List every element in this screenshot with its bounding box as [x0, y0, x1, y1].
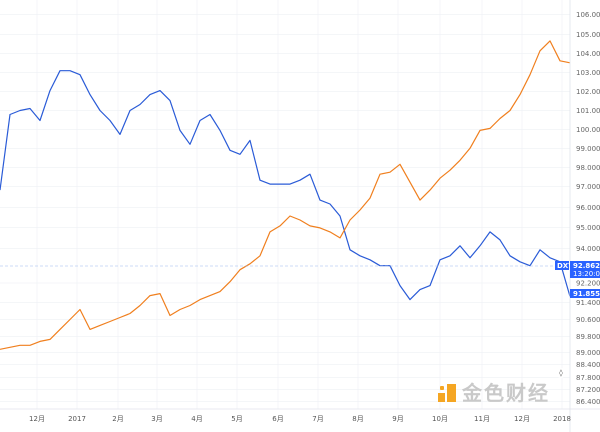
- y-tick-label: 88.400: [576, 361, 600, 369]
- x-tick-label: 5月: [231, 415, 242, 423]
- grid: [0, 0, 570, 409]
- current-price-badge: [570, 289, 600, 298]
- y-tick-label: 97.000: [576, 183, 600, 191]
- price-badge-time: 13:20:09: [573, 270, 600, 278]
- reset-scale-icon[interactable]: ◊: [556, 368, 566, 378]
- x-tick-label: 11月: [474, 415, 490, 423]
- y-tick-label: 102.000: [576, 88, 600, 96]
- y-tick-label: 106.000: [576, 11, 600, 19]
- y-tick-label: 95.000: [576, 224, 600, 232]
- series-2-line: [0, 40, 571, 350]
- price-badge-value: 92.862: [573, 262, 600, 270]
- series-layer: [0, 40, 571, 350]
- y-tick-label: 87.800: [576, 374, 600, 382]
- y-axis: 106.000 105.000 104.000 103.000 102.000 101.0…: [569, 0, 600, 432]
- x-tick-label: 2017: [68, 415, 86, 423]
- y-tick-label: 101.000: [576, 107, 600, 115]
- y-tick-label: 91.400: [576, 299, 600, 307]
- y-tick-label: 89.800: [576, 333, 600, 341]
- watermark-logo-icon: [438, 384, 456, 402]
- y-tick-label: 104.000: [576, 50, 600, 58]
- x-tick-label: 7月: [312, 415, 323, 423]
- y-tick-label: 86.400: [576, 398, 600, 406]
- x-axis: 12月 2017 2月 3月 4月 5月 6月 7月 8月 9月 10月 11月 12月 2018: [0, 408, 600, 423]
- x-tick-label: 12月: [514, 415, 530, 423]
- y-tick-label: 96.000: [576, 204, 600, 212]
- y-tick-label: 90.600: [576, 316, 600, 324]
- x-tick-label: 4月: [191, 415, 202, 423]
- y-tick-label: 105.000: [576, 31, 600, 39]
- y-tick-label: 92.200: [576, 280, 600, 288]
- current-price-value: 91.855: [573, 290, 600, 298]
- x-tick-label: 12月: [29, 415, 45, 423]
- y-tick-label: 98.000: [576, 164, 600, 172]
- price-badge: [570, 261, 600, 278]
- price-badges: DXY 92.862 13:20:09 91.855: [0, 261, 600, 298]
- watermark-text: 金色财经: [462, 381, 550, 405]
- y-tick-label: 87.200: [576, 386, 600, 394]
- y-tick-label: 103.000: [576, 69, 600, 77]
- y-tick-label: 94.000: [576, 245, 600, 253]
- x-tick-label: 8月: [352, 415, 363, 423]
- y-tick-label: 89.000: [576, 349, 600, 357]
- x-tick-label: 9月: [392, 415, 403, 423]
- x-tick-label: 10月: [432, 415, 448, 423]
- x-tick-label: 2018: [553, 415, 571, 423]
- symbol-badge: [555, 261, 569, 270]
- x-tick-label: 2月: [112, 415, 123, 423]
- x-tick-label: 3月: [151, 415, 162, 423]
- y-tick-label: 100.000: [576, 126, 600, 134]
- watermark-logo: 金色财经: [438, 382, 550, 404]
- dxy-line: [0, 70, 571, 301]
- symbol-badge-text: DXY: [557, 262, 574, 270]
- x-tick-label: 6月: [272, 415, 283, 423]
- y-tick-label: 99.000: [576, 145, 600, 153]
